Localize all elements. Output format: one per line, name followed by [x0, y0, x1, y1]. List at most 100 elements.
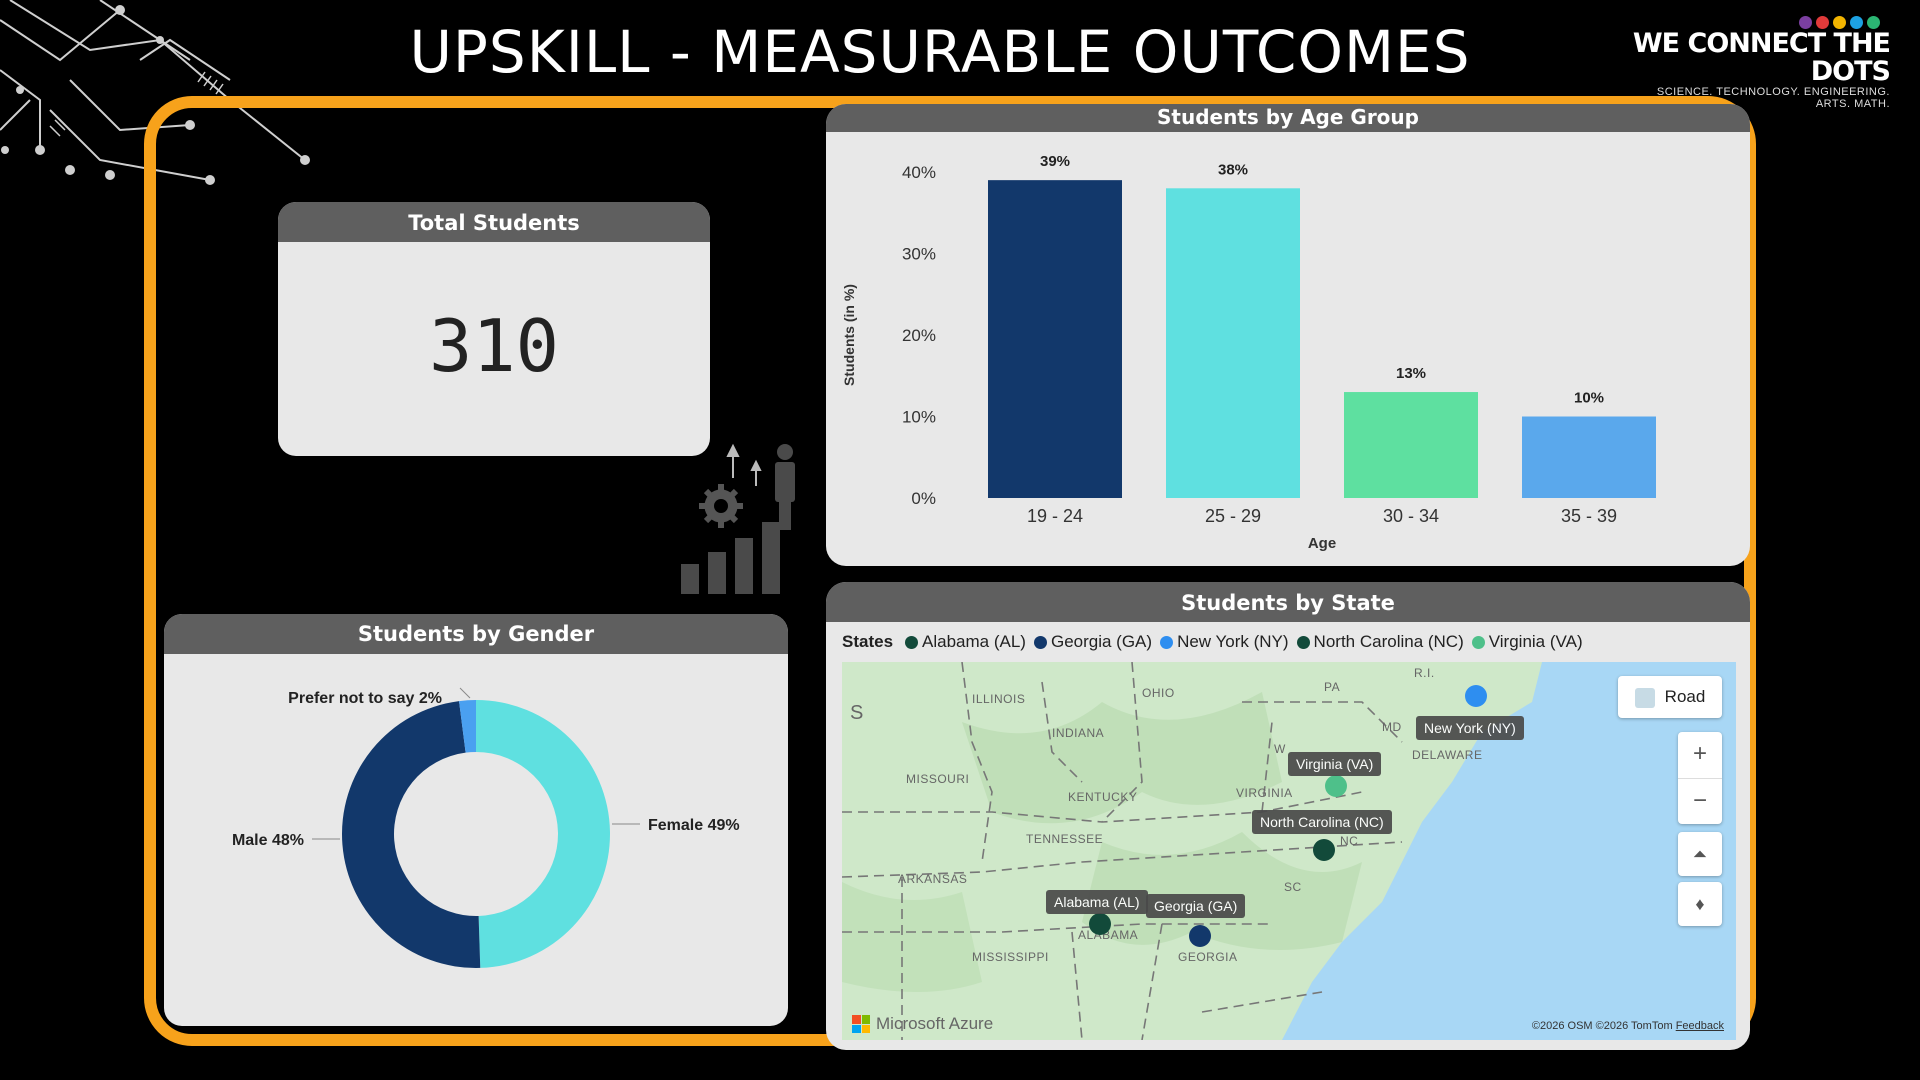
bar — [988, 180, 1122, 498]
bar-data-label: 13% — [1396, 365, 1426, 382]
tooltip-new-york: New York (NY) — [1416, 716, 1524, 740]
bar-data-label: 38% — [1218, 161, 1248, 178]
tooltip-georgia: Georgia (GA) — [1146, 894, 1246, 918]
map-label-ohio: OHIO — [1142, 686, 1175, 700]
total-students-header: Total Students — [278, 202, 710, 242]
ms-logo-green — [861, 1015, 870, 1024]
legend-label: Virginia (VA) — [1488, 632, 1583, 651]
x-tick-label: 19 - 24 — [1027, 506, 1083, 526]
marker-alabama[interactable] — [1089, 913, 1111, 935]
donut-slice — [459, 700, 476, 753]
pitch-button[interactable]: ⏶ — [1678, 832, 1722, 876]
x-axis-label: Age — [1308, 535, 1336, 552]
page-title: UPSKILL - MEASURABLE OUTCOMES — [409, 18, 1471, 86]
gender-header: Students by Gender — [164, 614, 788, 654]
brand-label: Microsoft Azure — [876, 1014, 994, 1033]
brand-logo: WE CONNECT THE DOTS SCIENCE. TECHNOLOGY.… — [1630, 16, 1891, 110]
zoom-out-button[interactable]: − — [1692, 787, 1707, 814]
total-students-value: 310 — [428, 304, 560, 388]
logo-dot-4 — [1850, 16, 1863, 29]
map-label-ri: R.I. — [1414, 666, 1435, 680]
bar — [1166, 188, 1300, 499]
bar — [1522, 416, 1656, 498]
pitch-icon: ⏶ — [1692, 844, 1708, 864]
legend-item-nc[interactable]: North Carolina (NC) — [1296, 632, 1464, 652]
map-label-illinois: ILLINOIS — [972, 692, 1026, 706]
ms-logo-blue — [852, 1024, 861, 1033]
feedback-link[interactable]: Feedback — [1675, 1020, 1724, 1032]
bar-data-label: 10% — [1574, 390, 1604, 407]
leader-line — [459, 687, 471, 699]
compass-button[interactable]: ♦ — [1678, 882, 1722, 926]
legend-label: Alabama (AL) — [922, 632, 1026, 651]
logo-dots — [1630, 16, 1880, 30]
legend-item-al[interactable]: Alabama (AL) — [905, 632, 1026, 652]
map-label-s: S — [850, 702, 864, 724]
map-label-pa: PA — [1324, 680, 1341, 694]
compass-icon: ♦ — [1695, 894, 1705, 914]
map-label-w: W — [1274, 742, 1286, 756]
state-map-header: Students by State — [826, 582, 1750, 622]
map-label-georgia: GEORGIA — [1178, 950, 1238, 964]
gender-donut-chart: Female 49% Male 48% Prefer not to say 2% — [232, 687, 740, 968]
map-style-button[interactable]: Road — [1618, 676, 1722, 718]
state-legend: States Alabama (AL) Georgia (GA) New Yor… — [842, 632, 1583, 652]
map-style-label: Road — [1664, 687, 1706, 706]
state-map-card: Students by State States Alabama (AL) Ge… — [826, 582, 1750, 1050]
legend-item-ny[interactable]: New York (NY) — [1160, 632, 1289, 652]
legend-label: North Carolina (NC) — [1313, 632, 1464, 651]
logo-tagline: SCIENCE. TECHNOLOGY. ENGINEERING. ARTS. … — [1656, 86, 1890, 110]
age-group-card: Students by Age Group 0% 10% 20% 30% 40% Stud… — [826, 104, 1750, 566]
y-tick-label: 10% — [902, 408, 936, 427]
bar-data-label: 39% — [1040, 153, 1070, 170]
gender-card: Students by Gender Female 49% Male 48% Pre… — [164, 614, 788, 1026]
donut-slice — [342, 701, 481, 968]
map-label-arkansas: ARKANSAS — [898, 872, 968, 886]
marker-virginia[interactable] — [1325, 775, 1347, 797]
ms-logo-yellow — [861, 1024, 870, 1033]
map-label-delaware: DELAWARE — [1412, 748, 1483, 762]
road-style-icon — [1634, 687, 1655, 708]
x-tick-label: 35 - 39 — [1561, 506, 1617, 526]
legend-item-ga[interactable]: Georgia (GA) — [1033, 632, 1153, 652]
total-students-card: Total Students 310 — [278, 202, 710, 456]
zoom-in-button[interactable]: + — [1678, 732, 1722, 779]
age-group-header: Students by Age Group — [826, 104, 1750, 132]
map-label-virginia: VIRGINIA — [1236, 786, 1293, 800]
donut-slice — [476, 700, 610, 968]
map-label-nc: NC — [1340, 834, 1359, 848]
marker-new-york[interactable] — [1465, 685, 1487, 707]
marker-north-carolina[interactable] — [1313, 839, 1335, 861]
logo-dot-1 — [1799, 16, 1812, 29]
microsoft-logo-icon — [852, 1015, 870, 1033]
map-label-tennessee: TENNESSEE — [1026, 832, 1104, 846]
legend-dot — [1033, 635, 1047, 649]
bar — [1344, 392, 1478, 498]
logo-text: WE CONNECT THE DOTS — [1632, 28, 1891, 87]
x-tick-label: 25 - 29 — [1205, 506, 1261, 526]
legend-label: Georgia (GA) — [1050, 632, 1153, 651]
x-tick-label: 30 - 34 — [1383, 506, 1439, 526]
legend-dot — [1160, 635, 1174, 649]
legend-label: New York (NY) — [1177, 632, 1289, 651]
y-tick-label: 0% — [911, 489, 936, 508]
map-label-indiana: INDIANA — [1052, 726, 1105, 740]
map-copyright: ©2026 OSM ©2026 TomTom Feedback — [1532, 1020, 1724, 1032]
logo-dot-3 — [1833, 16, 1846, 29]
map-label-sc: SC — [1284, 880, 1302, 894]
tooltip-virginia: Virginia (VA) — [1288, 752, 1382, 776]
state-map[interactable]: ILLINOIS OHIO PA R.I. INDIANA MISSOURI K… — [842, 662, 1736, 1040]
tooltip-alabama: Alabama (AL) — [1046, 890, 1148, 914]
slice-label: Prefer not to say 2% — [288, 690, 442, 707]
y-tick-label: 40% — [902, 163, 936, 182]
microsoft-azure-brand: Microsoft Azure — [852, 1014, 993, 1034]
ms-logo-red — [852, 1015, 861, 1024]
legend-dot — [905, 635, 919, 649]
logo-dot-2 — [1816, 16, 1829, 29]
marker-georgia[interactable] — [1189, 925, 1211, 947]
map-label-missouri: MISSOURI — [906, 772, 970, 786]
age-bar-chart: 0% 10% 20% 30% 40% Students (in %) 39% 19 - 24 3… — [841, 153, 1656, 552]
zoom-controls: + − — [1678, 732, 1722, 824]
legend-item-va[interactable]: Virginia (VA) — [1471, 632, 1583, 652]
y-axis-label: Students (in %) — [841, 284, 857, 386]
